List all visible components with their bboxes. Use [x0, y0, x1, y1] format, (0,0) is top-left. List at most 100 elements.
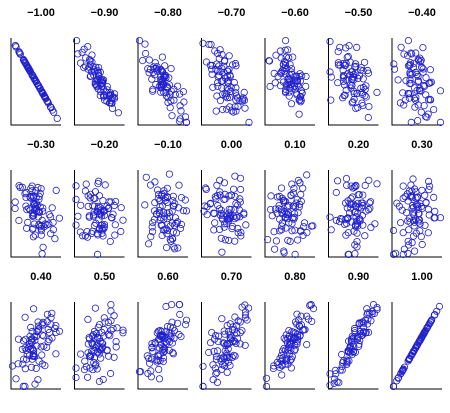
scatter-point — [220, 195, 228, 204]
scatter-point — [420, 102, 428, 110]
scatter-point — [230, 185, 238, 193]
scatter-point — [361, 316, 369, 324]
scatter-point — [88, 229, 96, 237]
scatter-point — [37, 343, 45, 351]
scatter-point — [95, 216, 103, 224]
scatter-point — [373, 180, 381, 188]
scatter-point — [353, 43, 361, 52]
scatter-point — [29, 351, 37, 360]
scatter-point — [296, 93, 304, 101]
scatter-point — [391, 249, 400, 257]
scatter-point — [31, 76, 39, 84]
scatter-point — [30, 332, 39, 341]
scatter-point — [239, 95, 247, 104]
scatter-point — [14, 360, 22, 368]
scatter-point — [224, 67, 232, 75]
scatter-point — [26, 332, 34, 340]
scatter-point — [394, 76, 402, 84]
scatter-point — [336, 61, 344, 69]
scatter-point — [28, 187, 36, 195]
scatter-point — [262, 382, 271, 390]
scatter-point — [90, 65, 98, 73]
scatter-point — [36, 223, 44, 231]
scatter-point — [235, 206, 243, 214]
scatter-point — [218, 248, 226, 256]
scatter-point — [278, 222, 286, 230]
scatter-point — [49, 218, 57, 227]
scatter-point — [366, 204, 374, 212]
scatter-point — [285, 92, 293, 100]
scatter-point — [40, 223, 48, 231]
scatter-point — [44, 338, 52, 346]
scatter-point — [23, 206, 31, 214]
scatter-point — [163, 184, 171, 192]
scatter-point — [296, 227, 305, 235]
scatter-point — [47, 230, 55, 238]
panel-title: −0.40 — [408, 7, 436, 19]
scatter-point — [433, 307, 441, 315]
scatter-point — [352, 62, 360, 71]
scatter-point — [277, 184, 286, 192]
scatter-point — [91, 362, 100, 370]
scatter-point — [220, 62, 228, 70]
scatter-point — [294, 209, 302, 217]
scatter-point — [112, 337, 120, 346]
scatter-point — [224, 358, 233, 366]
scatter-panel: 0.60 — [135, 271, 191, 390]
scatter-point — [211, 47, 219, 55]
scatter-point — [280, 344, 288, 353]
scatter-point — [278, 66, 287, 74]
scatter-point — [53, 114, 61, 123]
scatter-point — [214, 73, 222, 81]
scatter-point — [45, 328, 54, 337]
scatter-point — [350, 324, 359, 333]
scatter-point — [96, 210, 104, 218]
scatter-point — [389, 382, 398, 390]
scatter-point — [154, 352, 163, 360]
scatter-point — [77, 201, 85, 209]
scatter-point — [215, 205, 223, 213]
scatter-point — [296, 96, 304, 104]
scatter-point — [151, 199, 159, 207]
scatter-panel: −0.50 — [326, 7, 381, 126]
scatter-point — [206, 61, 214, 69]
scatter-point — [24, 218, 32, 226]
scatter-point — [108, 94, 117, 102]
scatter-point — [410, 211, 418, 219]
scatter-point — [416, 335, 425, 343]
panel-title: 1.00 — [411, 271, 432, 283]
scatter-point — [343, 53, 351, 62]
scatter-point — [240, 209, 248, 217]
scatter-point — [232, 107, 240, 115]
panel-title: 0.00 — [221, 139, 242, 151]
scatter-point — [284, 46, 292, 54]
scatter-point — [221, 358, 229, 367]
scatter-point — [403, 51, 412, 60]
scatter-point — [172, 229, 181, 237]
scatter-point — [407, 118, 415, 127]
scatter-point — [407, 181, 415, 189]
scatter-point — [216, 46, 224, 54]
scatter-point — [22, 224, 31, 232]
scatter-point — [31, 200, 39, 208]
scatter-point — [223, 94, 231, 102]
scatter-point — [48, 204, 56, 212]
scatter-point — [293, 76, 301, 85]
scatter-point — [231, 313, 239, 321]
scatter-point — [141, 40, 149, 48]
scatter-point — [26, 66, 34, 75]
scatter-point — [268, 212, 276, 220]
scatter-point — [282, 81, 290, 89]
scatter-point — [245, 118, 253, 127]
scatter-point — [228, 222, 237, 230]
panel-title: 0.80 — [284, 271, 305, 283]
scatter-point — [350, 95, 358, 103]
scatter-point — [166, 104, 174, 112]
scatter-point — [169, 192, 177, 200]
scatter-point — [181, 113, 190, 121]
scatter-point — [326, 370, 334, 378]
scatter-point — [390, 60, 398, 68]
scatter-panel: −0.80 — [135, 7, 191, 127]
scatter-point — [286, 71, 294, 79]
scatter-point — [72, 195, 80, 203]
